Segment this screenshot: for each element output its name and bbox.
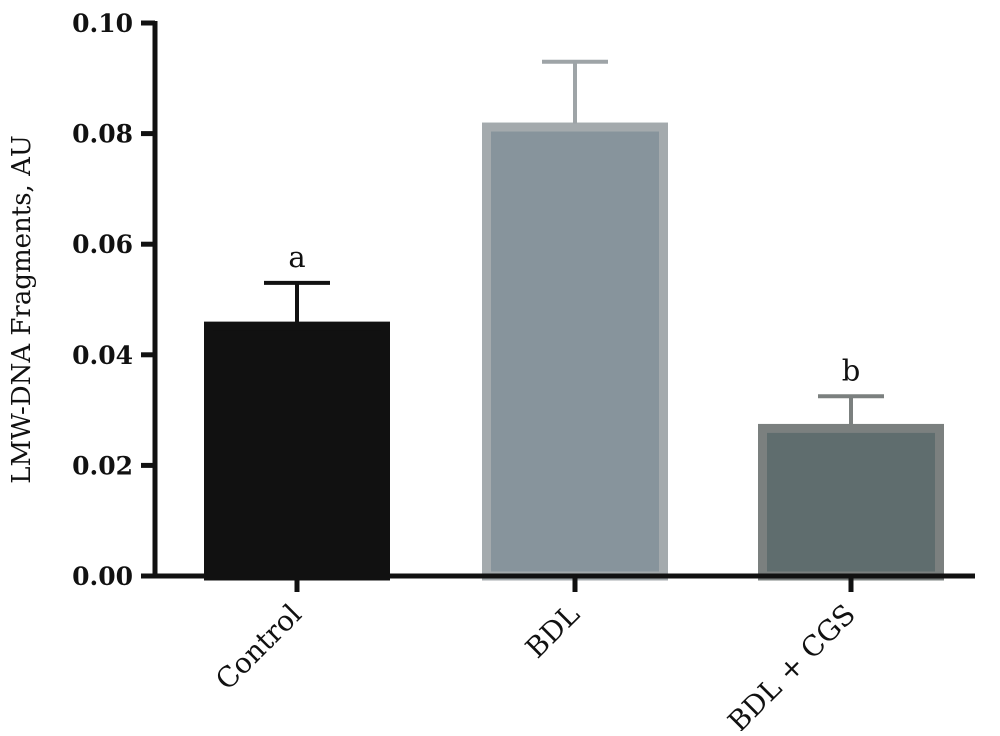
y-tick-label-0: 0.00 [72, 562, 133, 591]
x-tick-label-2: BDL + CGS [721, 598, 862, 731]
bar-2 [758, 423, 944, 581]
bars-layer [204, 122, 944, 581]
x-tick-label-1: BDL [519, 598, 586, 665]
y-tick-label-5: 0.10 [72, 9, 133, 38]
significance-label-0: a [288, 240, 305, 274]
y-tick-label-2: 0.04 [72, 341, 133, 370]
y-tick-label-1: 0.02 [72, 451, 133, 480]
x-tick-label-0: Control [209, 598, 308, 697]
y-tick-label-3: 0.06 [72, 230, 133, 259]
axes-layer [141, 20, 975, 592]
bar-1 [482, 122, 668, 581]
bar-0 [204, 321, 390, 581]
y-axis-title: LMW-DNA Fragments, AU [7, 135, 37, 484]
labels-layer: a b 0.00 0.02 0.04 0.06 0.08 0.10 Control BDL BDL … [7, 9, 862, 736]
significance-label-2: b [842, 353, 861, 387]
y-tick-label-4: 0.08 [72, 120, 133, 149]
error-bars-layer [264, 59, 884, 425]
